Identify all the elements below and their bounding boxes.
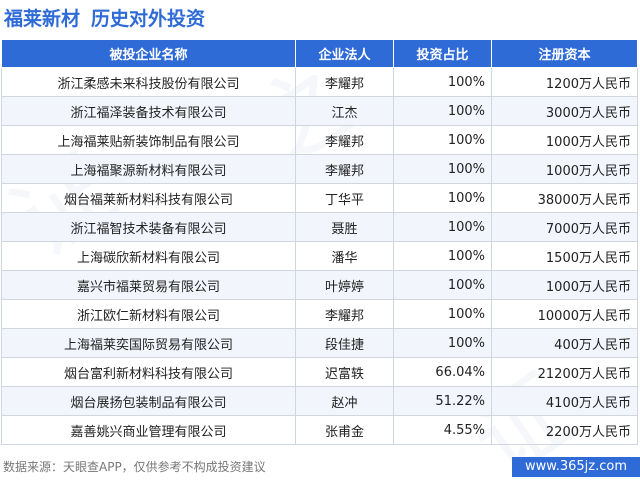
table-row: 上海福莱奕国际贸易有限公司 段佳捷 100% 400万人民币 [1, 328, 638, 358]
company-cell: 浙江柔感未来科技股份有限公司 [1, 67, 296, 97]
share-cell: 100% [393, 328, 492, 358]
capital-cell: 3000万人民币 [491, 96, 638, 126]
capital-cell: 1000万人民币 [491, 154, 638, 184]
share-cell: 100% [393, 67, 492, 97]
table-row: 浙江福泽装备技术有限公司 江杰 100% 3000万人民币 [1, 96, 638, 126]
legal-rep-cell: 丁华平 [295, 183, 394, 213]
table-row: 烟台富利新材料科技有限公司 迟富轶 66.04% 21200万人民币 [1, 357, 638, 387]
table-row: 烟台福莱新材料科技有限公司 丁华平 100% 38000万人民币 [1, 183, 638, 213]
company-name: 福莱新材 [4, 8, 81, 30]
table-row: 浙江欧仁新材料有限公司 李耀邦 100% 10000万人民币 [1, 299, 638, 329]
capital-cell: 2200万人民币 [491, 415, 638, 445]
table-row: 浙江柔感未来科技股份有限公司 李耀邦 100% 1200万人民币 [1, 67, 638, 97]
capital-cell: 1000万人民币 [491, 125, 638, 155]
company-cell: 上海福聚源新材料有限公司 [1, 154, 296, 184]
company-cell: 上海碳欣新材料有限公司 [1, 241, 296, 271]
legal-rep-cell: 段佳捷 [295, 328, 394, 358]
share-cell: 66.04% [393, 357, 492, 387]
capital-cell: 10000万人民币 [491, 299, 638, 329]
company-cell: 浙江欧仁新材料有限公司 [1, 299, 296, 329]
column-header: 投资占比 [393, 39, 492, 68]
table-row: 嘉善姚兴商业管理有限公司 张甫金 4.55% 2200万人民币 [1, 415, 638, 445]
site-url-badge: www.365jz.com [512, 457, 640, 477]
share-cell: 51.22% [393, 386, 492, 416]
legal-rep-cell: 李耀邦 [295, 154, 394, 184]
table-row: 浙江福智技术装备有限公司 聂胜 100% 7000万人民币 [1, 212, 638, 242]
capital-cell: 7000万人民币 [491, 212, 638, 242]
company-cell: 嘉兴市福莱贸易有限公司 [1, 270, 296, 300]
capital-cell: 1200万人民币 [491, 67, 638, 97]
title-bar: 福莱新材 历史对外投资 [0, 0, 640, 36]
legal-rep-cell: 江杰 [295, 96, 394, 126]
legal-rep-cell: 李耀邦 [295, 67, 394, 97]
column-header: 被投企业名称 [1, 39, 296, 68]
company-cell: 烟台富利新材料科技有限公司 [1, 357, 296, 387]
legal-rep-cell: 李耀邦 [295, 299, 394, 329]
legal-rep-cell: 迟富轶 [295, 357, 394, 387]
capital-cell: 1500万人民币 [491, 241, 638, 271]
capital-cell: 4100万人民币 [491, 386, 638, 416]
table-row: 烟台展扬包装制品有限公司 赵冲 51.22% 4100万人民币 [1, 386, 638, 416]
legal-rep-cell: 李耀邦 [295, 125, 394, 155]
share-cell: 100% [393, 212, 492, 242]
capital-cell: 38000万人民币 [491, 183, 638, 213]
column-header: 注册资本 [491, 39, 638, 68]
investment-table: 被投企业名称 企业法人 投资占比 注册资本 浙江柔感未来科技股份有限公司 李耀邦… [1, 39, 638, 445]
company-cell: 浙江福泽装备技术有限公司 [1, 96, 296, 126]
share-cell: 4.55% [393, 415, 492, 445]
share-cell: 100% [393, 96, 492, 126]
share-cell: 100% [393, 241, 492, 271]
table-row: 上海碳欣新材料有限公司 潘华 100% 1500万人民币 [1, 241, 638, 271]
table-row: 上海福聚源新材料有限公司 李耀邦 100% 1000万人民币 [1, 154, 638, 184]
company-cell: 浙江福智技术装备有限公司 [1, 212, 296, 242]
company-cell: 上海福莱贴新装饰制品有限公司 [1, 125, 296, 155]
table-row: 嘉兴市福莱贸易有限公司 叶婷婷 100% 1000万人民币 [1, 270, 638, 300]
share-cell: 100% [393, 154, 492, 184]
share-cell: 100% [393, 125, 492, 155]
company-cell: 上海福莱奕国际贸易有限公司 [1, 328, 296, 358]
section-title: 历史对外投资 [91, 8, 206, 30]
data-source-note: 数据来源：天眼查APP，仅供参考不构成投资建议 [3, 460, 266, 474]
legal-rep-cell: 聂胜 [295, 212, 394, 242]
table-row: 上海福莱贴新装饰制品有限公司 李耀邦 100% 1000万人民币 [1, 125, 638, 155]
company-cell: 烟台福莱新材料科技有限公司 [1, 183, 296, 213]
company-cell: 烟台展扬包装制品有限公司 [1, 386, 296, 416]
share-cell: 100% [393, 183, 492, 213]
column-header: 企业法人 [295, 39, 394, 68]
legal-rep-cell: 张甫金 [295, 415, 394, 445]
company-cell: 嘉善姚兴商业管理有限公司 [1, 415, 296, 445]
capital-cell: 400万人民币 [491, 328, 638, 358]
capital-cell: 21200万人民币 [491, 357, 638, 387]
legal-rep-cell: 潘华 [295, 241, 394, 271]
capital-cell: 1000万人民币 [491, 270, 638, 300]
share-cell: 100% [393, 299, 492, 329]
legal-rep-cell: 赵冲 [295, 386, 394, 416]
legal-rep-cell: 叶婷婷 [295, 270, 394, 300]
share-cell: 100% [393, 270, 492, 300]
table-header-row: 被投企业名称 企业法人 投资占比 注册资本 [1, 39, 638, 68]
